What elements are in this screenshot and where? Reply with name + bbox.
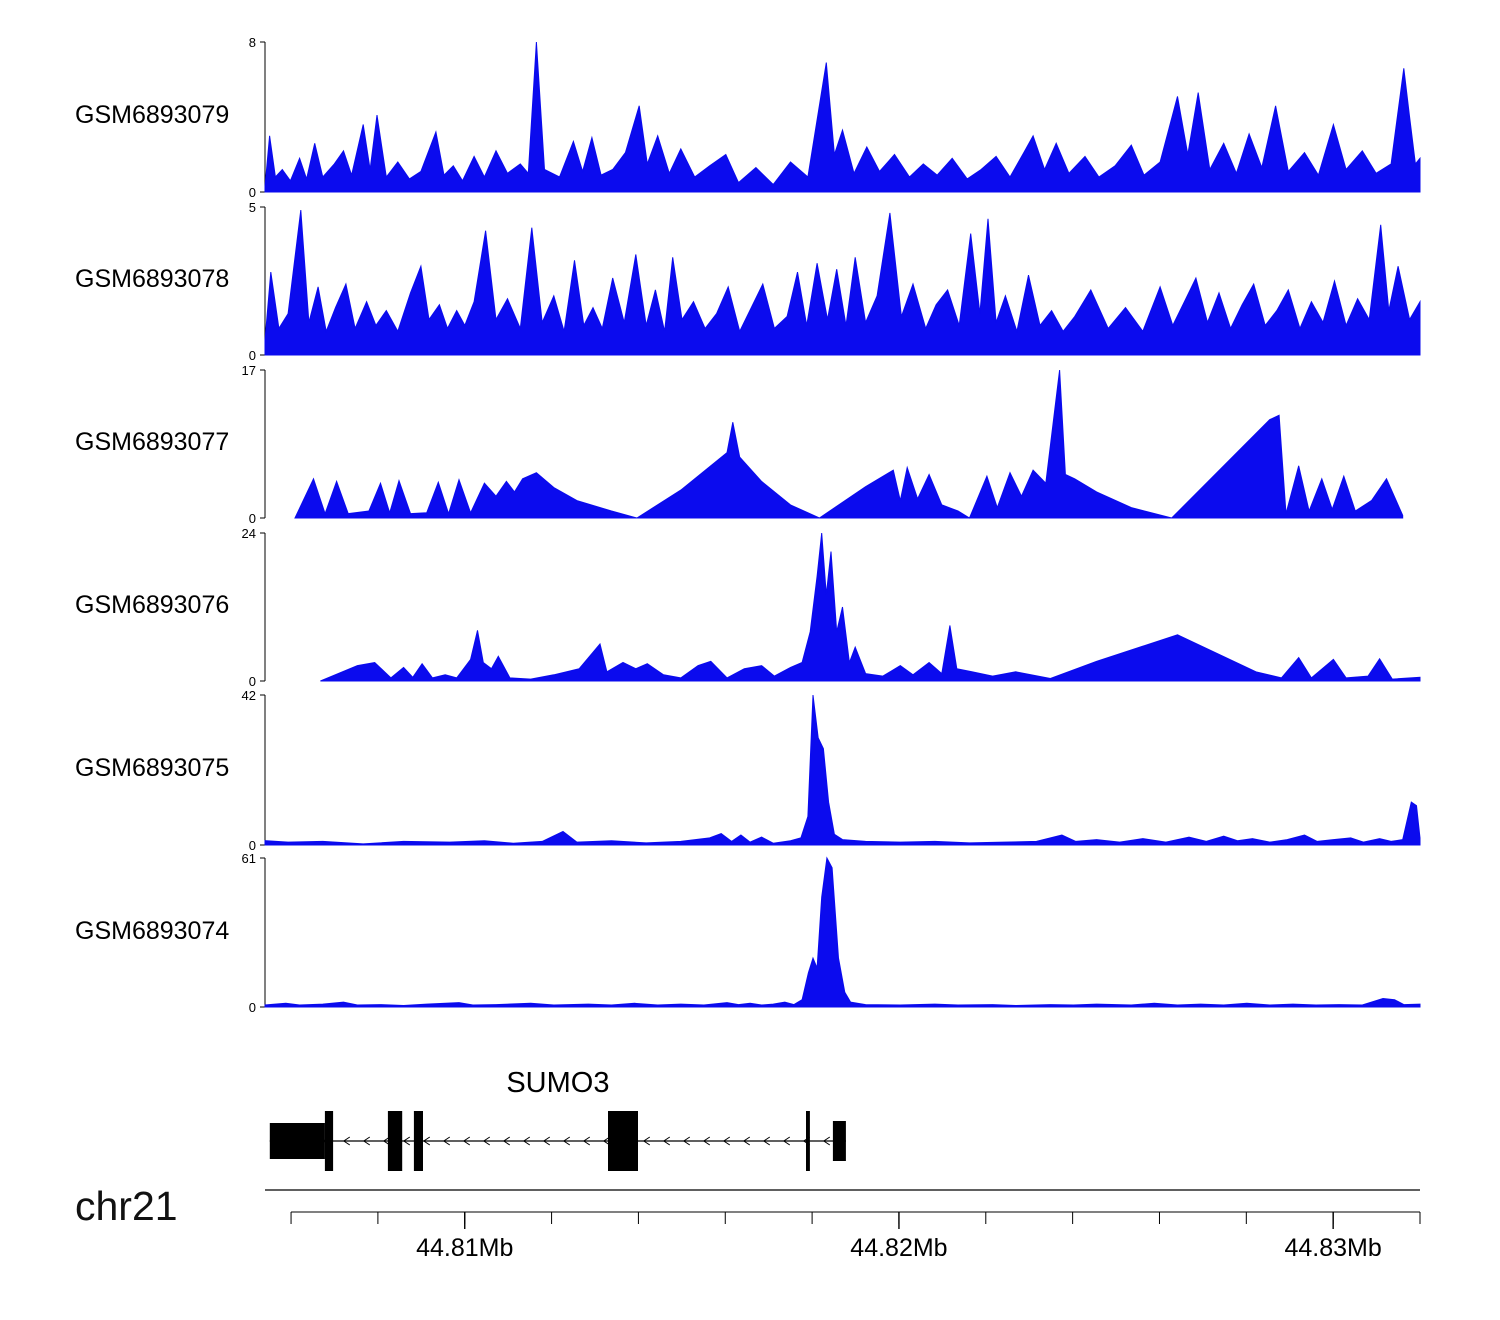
exon-box [324, 1111, 334, 1171]
y-axis-zero-label: 0 [249, 348, 256, 363]
exon-box [608, 1111, 638, 1171]
strand-arrow-left-icon [582, 1136, 591, 1146]
track-label-GSM6893076: GSM6893076 [75, 591, 230, 619]
strand-arrow-left-icon [682, 1136, 691, 1146]
y-axis-max-label: 8 [249, 35, 256, 50]
track-label-GSM6893077: GSM6893077 [75, 428, 230, 456]
strand-arrow-left-icon [742, 1136, 751, 1146]
strand-arrow-left-icon [822, 1136, 831, 1146]
exon-box [806, 1111, 810, 1171]
strand-arrow-left-icon [402, 1136, 411, 1146]
strand-arrow-left-icon [462, 1136, 471, 1146]
strand-arrow-left-icon [362, 1136, 371, 1146]
axis-tick-label: 44.81Mb [416, 1234, 513, 1262]
coverage-signal-GSM6893076 [320, 532, 1421, 682]
y-axis-zero-label: 0 [249, 674, 256, 689]
coverage-signal-GSM6893074 [264, 856, 1421, 1008]
strand-arrow-left-icon [562, 1136, 571, 1146]
strand-arrow-left-icon [502, 1136, 511, 1146]
strand-arrow-left-icon [762, 1136, 771, 1146]
strand-arrow-left-icon [442, 1136, 451, 1146]
strand-arrow-left-icon [602, 1136, 611, 1146]
gene-name-label: SUMO3 [506, 1067, 609, 1099]
strand-arrow-left-icon [342, 1136, 351, 1146]
y-axis-max-label: 5 [249, 200, 256, 215]
strand-arrow-left-icon [482, 1136, 491, 1146]
axis-tick-label: 44.82Mb [850, 1234, 947, 1262]
coverage-signal-GSM6893077 [294, 369, 1404, 519]
strand-arrow-left-icon [702, 1136, 711, 1146]
track-label-GSM6893079: GSM6893079 [75, 101, 230, 129]
coverage-signal-GSM6893078 [264, 209, 1421, 356]
exon-box [413, 1111, 423, 1171]
y-axis-zero-label: 0 [249, 511, 256, 526]
y-axis-zero-label: 0 [249, 1000, 256, 1015]
exon-box [832, 1121, 846, 1161]
exon-box [269, 1123, 325, 1159]
y-axis-max-label: 42 [242, 688, 256, 703]
strand-arrow-left-icon [382, 1136, 391, 1146]
exon-box [387, 1111, 403, 1171]
strand-arrow-left-icon [722, 1136, 731, 1146]
strand-arrow-left-icon [542, 1136, 551, 1146]
track-label-GSM6893075: GSM6893075 [75, 754, 230, 782]
track-label-GSM6893074: GSM6893074 [75, 916, 230, 945]
strand-arrow-left-icon [782, 1136, 791, 1146]
y-axis-max-label: 24 [242, 526, 256, 541]
axis-tick-label: 44.83Mb [1285, 1234, 1382, 1262]
strand-arrow-left-icon [662, 1136, 671, 1146]
y-axis-zero-label: 0 [249, 838, 256, 853]
y-axis-max-label: 17 [242, 363, 256, 378]
coverage-signal-GSM6893075 [264, 694, 1421, 846]
y-axis-zero-label: 0 [249, 185, 256, 200]
strand-arrow-left-icon [522, 1136, 531, 1146]
coverage-signal-GSM6893079 [264, 41, 1421, 193]
strand-arrow-left-icon [422, 1136, 431, 1146]
y-axis-max-label: 61 [242, 851, 256, 866]
strand-arrow-left-icon [642, 1136, 651, 1146]
chromosome-label: chr21 [75, 1183, 178, 1229]
track-label-GSM6893078: GSM6893078 [75, 265, 230, 293]
